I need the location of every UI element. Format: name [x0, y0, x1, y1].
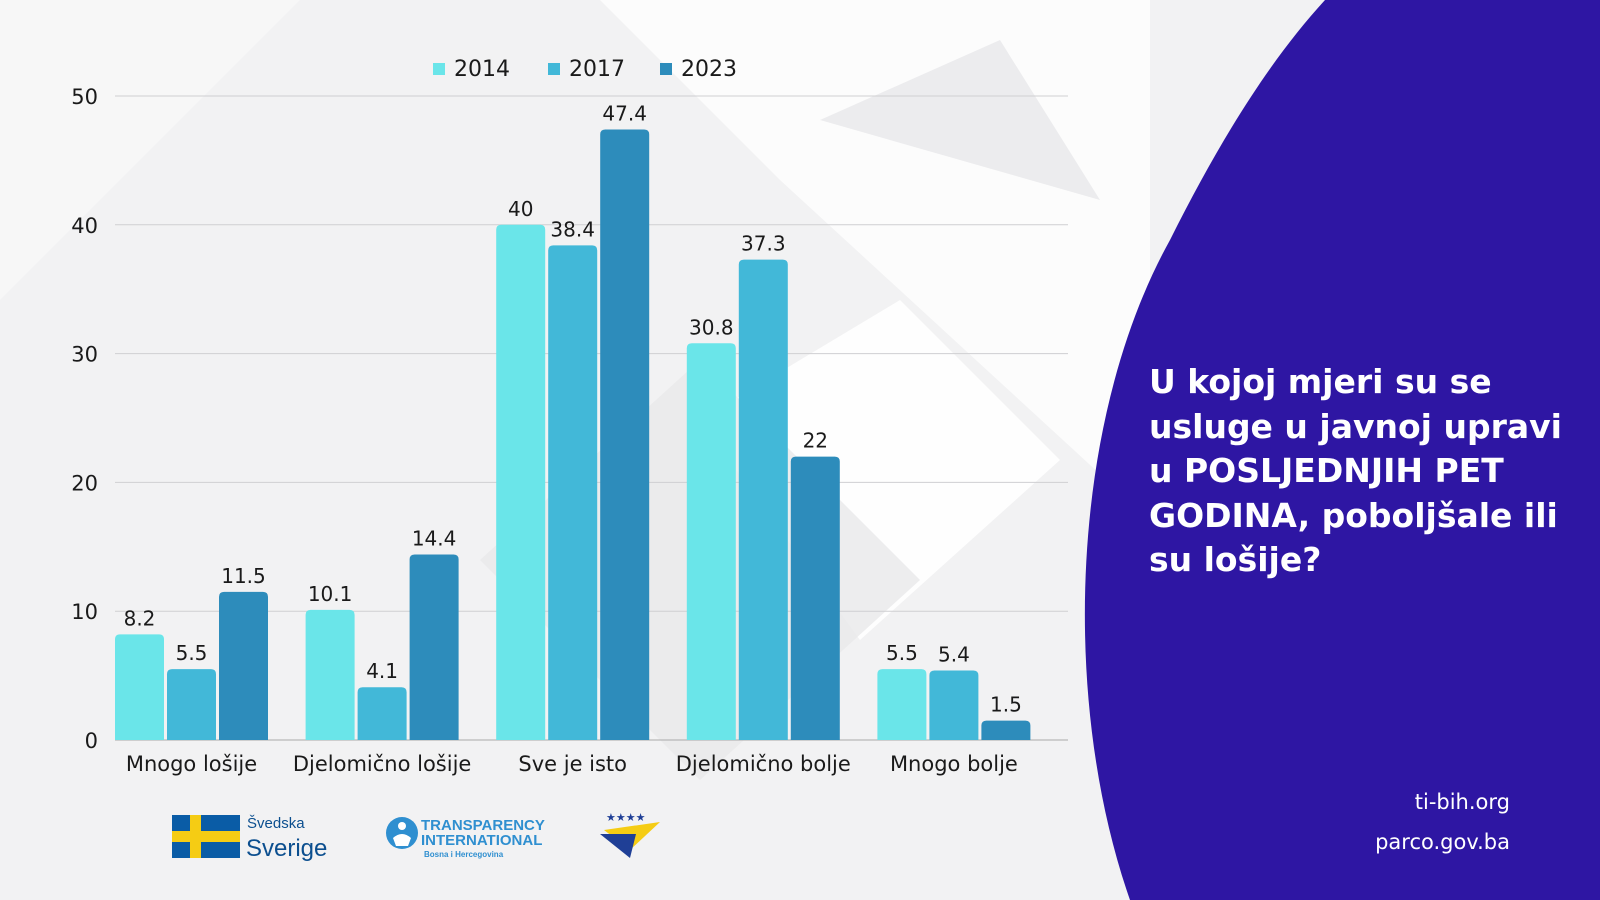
link-ti-bih[interactable]: ti-bih.org [1414, 790, 1510, 814]
y-tick-label: 50 [71, 85, 98, 109]
data-label: 8.2 [124, 606, 156, 630]
swedish-flag-icon [172, 815, 240, 858]
question-line: U kojoj mjeri su se [1149, 362, 1492, 401]
data-label: 37.3 [741, 232, 786, 256]
transparency-international-logo: TRANSPARENCY INTERNATIONAL Bosna i Herce… [386, 817, 545, 859]
y-tick-label: 40 [71, 214, 98, 238]
data-label: 47.4 [602, 101, 647, 125]
y-tick-label: 20 [71, 471, 98, 495]
y-tick-label: 10 [71, 600, 98, 624]
y-tick-label: 0 [85, 729, 98, 753]
eu-star-logo: ★★★★ [600, 811, 660, 858]
bar [686, 343, 736, 740]
data-label: 5.4 [938, 642, 970, 666]
bar-chart: 0 10 20 30 40 50 8.2 5.5 11.5 Mnogo lošije 10.1 4.1… [71, 57, 1068, 776]
bar [357, 687, 407, 740]
blue-swoosh-icon [600, 834, 636, 858]
data-label: 4.1 [366, 659, 398, 683]
data-label: 11.5 [221, 564, 266, 588]
bar [167, 669, 216, 740]
question-line: u POSLJEDNJIH PET [1149, 451, 1504, 490]
question-line: su lošije? [1149, 540, 1322, 579]
bar [305, 609, 355, 740]
sweden-line1: Švedska [247, 815, 305, 832]
bar [877, 669, 927, 740]
legend-swatch [548, 63, 560, 75]
link-parco[interactable]: parco.gov.ba [1375, 830, 1510, 854]
bar [738, 259, 788, 740]
bar [790, 456, 840, 740]
x-tick-label: Djelomično bolje [676, 752, 851, 776]
ti-line3: Bosna i Hercegovina [424, 850, 504, 859]
data-label: 38.4 [550, 217, 595, 241]
legend-label: 2017 [569, 57, 625, 82]
bar [496, 224, 546, 741]
y-tick-label: 30 [71, 343, 98, 367]
sweden-logo: Švedska Sverige [172, 815, 327, 862]
x-tick-label: Mnogo bolje [890, 752, 1018, 776]
bar [600, 129, 650, 740]
legend-swatch [433, 63, 445, 75]
data-label: 14.4 [412, 527, 457, 551]
legend-label: 2023 [681, 57, 737, 82]
bar [548, 245, 598, 740]
bar [409, 554, 459, 740]
ti-line1: TRANSPARENCY [421, 817, 545, 834]
x-tick-label: Sve je isto [518, 752, 627, 776]
bar [981, 720, 1031, 740]
bar [115, 634, 164, 740]
data-label: 10.1 [308, 582, 353, 606]
legend-swatch [660, 63, 672, 75]
data-label: 1.5 [990, 693, 1022, 717]
data-label: 40 [508, 197, 533, 221]
ti-line2: INTERNATIONAL [421, 832, 542, 849]
question-line: GODINA, poboljšale ili [1149, 495, 1558, 535]
bar [929, 670, 979, 740]
legend-label: 2014 [454, 57, 510, 82]
data-label: 30.8 [689, 315, 734, 339]
data-label: 5.5 [886, 641, 918, 665]
stars-icon: ★★★★ [606, 811, 646, 824]
bar [219, 591, 268, 740]
x-tick-label: Djelomično lošije [293, 752, 472, 776]
data-label: 22 [803, 429, 828, 453]
globe-person-icon [386, 817, 418, 849]
question-text: U kojoj mjeri su se usluge u javnoj upra… [1149, 360, 1589, 583]
sweden-line2: Sverige [246, 835, 327, 862]
x-tick-label: Mnogo lošije [126, 752, 257, 776]
data-label: 5.5 [176, 641, 208, 665]
question-line: usluge u javnoj upravi [1149, 406, 1562, 446]
logo-strip: Švedska Sverige TRANSPARENCY INTERNATION… [172, 811, 660, 862]
